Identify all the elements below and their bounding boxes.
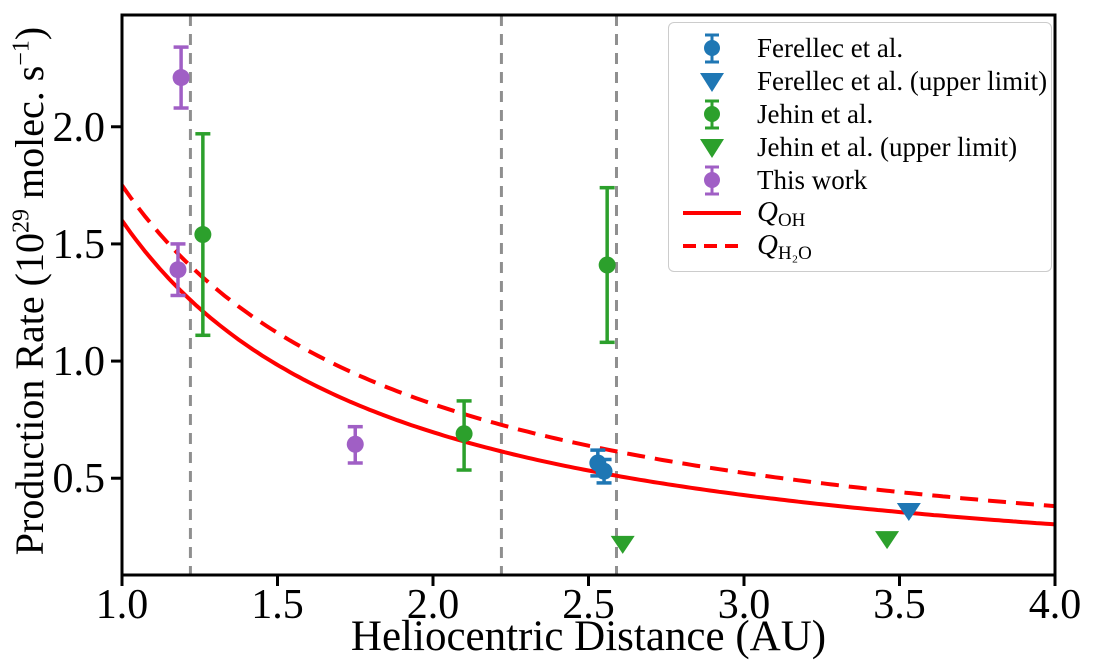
q-subscript: H₂O (777, 242, 812, 264)
q-symbol: Q (757, 195, 778, 228)
y-axis-label-exponent-2: −1 (8, 40, 35, 66)
q-subscript: OH (777, 209, 806, 231)
legend-item-ferellec: Ferellec et al. (669, 32, 1051, 65)
legend-label: Jehin et al. (upper limit) (757, 132, 1018, 162)
upper-limit-marker (896, 503, 921, 522)
errorbar-circle-icon (679, 98, 745, 131)
legend: Ferellec et al. Ferellec et al. (upper l… (668, 22, 1052, 272)
x-axis: 1.0 1.5 2.0 2.5 3.0 3.5 4.0 (96, 575, 1082, 628)
y-tick-label: 1.5 (53, 222, 106, 268)
triangle-down-icon (679, 131, 745, 164)
legend-item-q-h2o: QH₂O (669, 229, 1051, 265)
solid-line-icon (679, 197, 745, 230)
upper-limit-marker (610, 535, 635, 554)
errorbar-circle-icon (679, 32, 745, 65)
data-point (598, 256, 616, 274)
x-tick-label: 1.0 (96, 582, 149, 628)
legend-label: QH₂O (757, 229, 812, 265)
legend-item-q-oh: QOH (669, 196, 1051, 232)
y-axis-label-close: ) (7, 26, 52, 41)
x-tick-label: 3.0 (718, 582, 771, 628)
curve-q-h2o (122, 184, 1055, 509)
data-series-1 (896, 503, 921, 522)
legend-label: Jehin et al. (757, 99, 874, 129)
q-symbol: Q (757, 228, 778, 261)
dashed-line-icon (679, 230, 745, 263)
y-axis: 0.5 1.0 1.5 2.0 (53, 105, 122, 502)
data-point (455, 425, 473, 443)
legend-label: Ferellec et al. (upper limit) (757, 66, 1048, 96)
upper-limit-marker (875, 531, 900, 550)
data-series-4 (169, 45, 364, 465)
errorbar-circle-icon (679, 164, 745, 197)
y-tick-label: 2.0 (53, 105, 106, 151)
data-point (346, 435, 364, 453)
legend-item-ferellec-upper-limit: Ferellec et al. (upper limit) (669, 65, 1051, 98)
x-tick-label: 4.0 (1029, 582, 1082, 628)
triangle-down-icon (679, 65, 745, 98)
y-axis-label-exponent: 29 (8, 209, 35, 234)
y-axis-label-units: molec. s (7, 65, 52, 210)
data-point (595, 462, 613, 480)
y-tick-label: 1.0 (53, 339, 106, 385)
y-tick-label: 0.5 (53, 456, 106, 502)
x-tick-label: 2.0 (407, 582, 460, 628)
x-tick-label: 3.5 (873, 582, 926, 628)
model-curves (122, 184, 1055, 527)
data-point (169, 261, 187, 279)
legend-item-jehin: Jehin et al. (669, 98, 1051, 131)
data-series-3 (610, 531, 900, 554)
x-tick-label: 2.5 (562, 582, 615, 628)
x-axis-label: Heliocentric Distance (AU) (350, 613, 827, 660)
y-axis-label-text: Production Rate (10 (7, 233, 52, 556)
reference-vlines (188, 15, 618, 575)
legend-item-this-work: This work (669, 164, 1051, 197)
legend-item-jehin-upper-limit: Jehin et al. (upper limit) (669, 131, 1051, 164)
legend-label: Ferellec et al. (757, 33, 904, 63)
data-series-0 (589, 448, 613, 485)
y-axis-label: Production Rate (1029 molec. s−1) (4, 11, 56, 571)
data-point (194, 226, 212, 244)
data-series-2 (194, 132, 616, 472)
x-tick-label: 1.5 (251, 582, 304, 628)
data-point (172, 69, 190, 87)
legend-label: QOH (757, 196, 805, 232)
legend-label: This work (757, 165, 868, 195)
curve-q-oh (122, 219, 1055, 527)
